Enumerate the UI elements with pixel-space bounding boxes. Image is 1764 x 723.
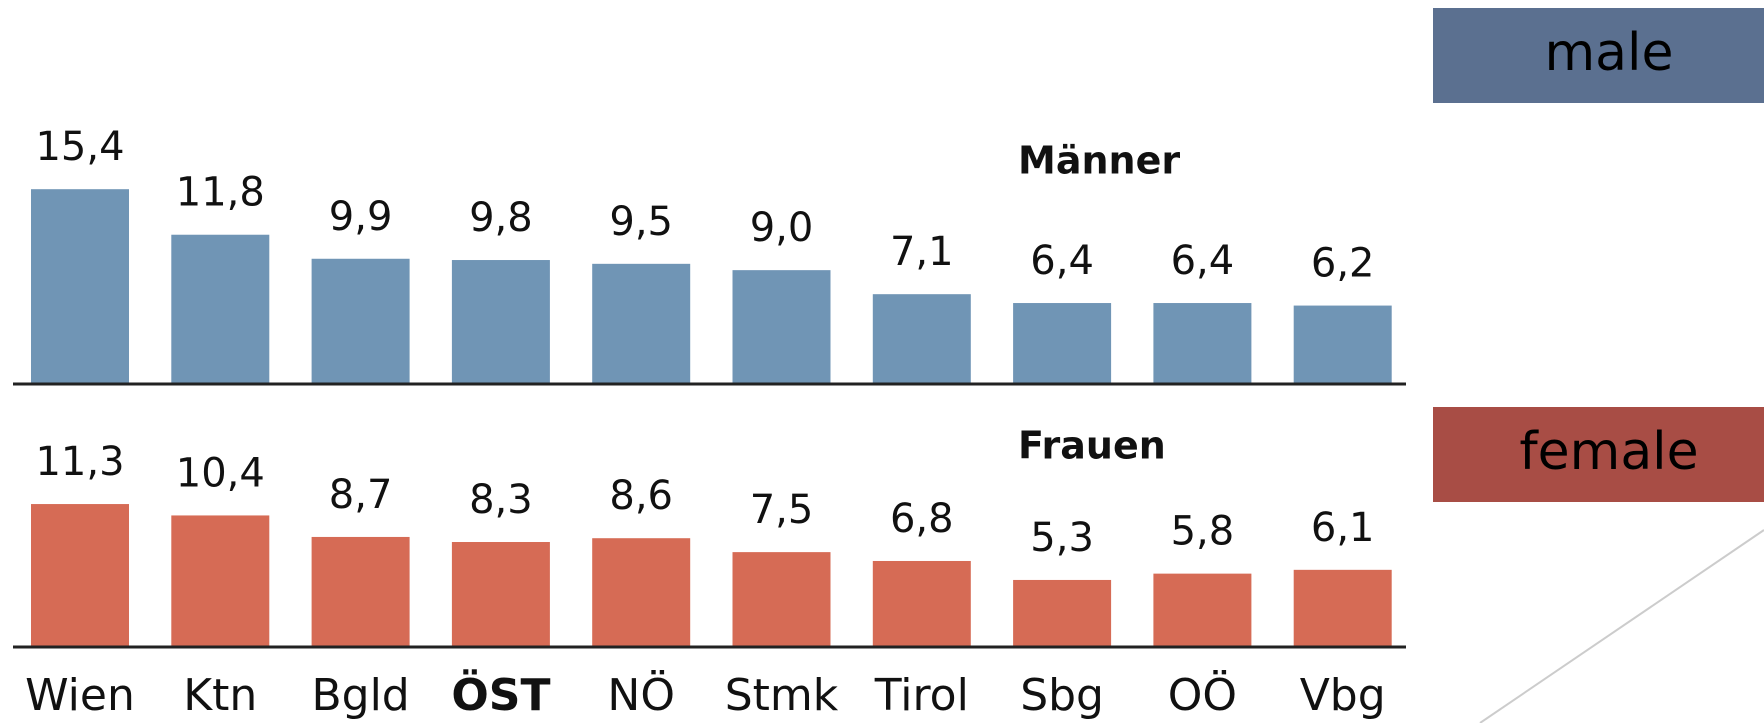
x-tick-label: NÖ (607, 669, 675, 721)
bar (1293, 569, 1392, 647)
legend-box (1433, 8, 1764, 103)
data-label: 6,2 (1311, 241, 1375, 287)
data-label: 9,8 (469, 195, 533, 241)
data-label: 7,5 (750, 487, 814, 533)
bar (1153, 303, 1252, 384)
bar (872, 294, 971, 384)
bar (592, 538, 691, 647)
bar (311, 536, 410, 647)
x-tick-label: Vbg (1300, 670, 1386, 721)
data-label: 10,4 (176, 450, 265, 496)
data-label: 6,4 (1171, 238, 1235, 284)
data-label: 8,6 (609, 473, 673, 519)
x-tick-label: Stmk (725, 670, 839, 721)
x-tick-label: OÖ (1168, 669, 1237, 721)
data-label: 6,8 (890, 496, 954, 542)
series-title: Frauen (1018, 424, 1166, 468)
data-label: 5,3 (1030, 515, 1094, 561)
data-label: 6,1 (1311, 505, 1375, 551)
series-title: Männer (1018, 139, 1180, 183)
legend-box (1433, 407, 1764, 502)
bar (1153, 573, 1252, 647)
bar (1013, 579, 1112, 647)
data-label: 9,0 (750, 205, 814, 251)
data-label: 8,7 (329, 472, 393, 518)
x-tick-label: Wien (25, 670, 135, 721)
x-tick-label: ÖST (451, 668, 550, 721)
bar (872, 560, 971, 647)
x-tick-label: Bgld (311, 670, 409, 721)
bar (732, 270, 831, 384)
legend-label: male (1545, 23, 1674, 83)
data-label: 9,5 (609, 199, 673, 245)
bar (31, 504, 129, 647)
data-label: 11,8 (176, 170, 265, 216)
bar (451, 260, 550, 384)
bar (732, 552, 831, 647)
data-label: 5,8 (1171, 509, 1235, 555)
bar (592, 263, 691, 384)
x-tick-label: Ktn (183, 670, 257, 721)
data-label: 9,9 (329, 194, 393, 240)
legend-label: female (1519, 422, 1698, 482)
bar (451, 542, 550, 647)
data-label: 11,3 (35, 439, 124, 485)
bar (31, 189, 129, 384)
x-tick-label: Tirol (874, 670, 969, 721)
bar (1013, 303, 1112, 384)
data-label: 8,3 (469, 477, 533, 523)
data-label: 6,4 (1030, 238, 1094, 284)
data-label: 15,4 (35, 124, 124, 170)
x-tick-label: Sbg (1020, 670, 1104, 721)
bar (311, 258, 410, 384)
bar (171, 234, 270, 384)
data-label: 7,1 (890, 229, 954, 275)
bar (171, 515, 270, 647)
bar (1293, 305, 1392, 384)
decoration (1479, 529, 1764, 723)
